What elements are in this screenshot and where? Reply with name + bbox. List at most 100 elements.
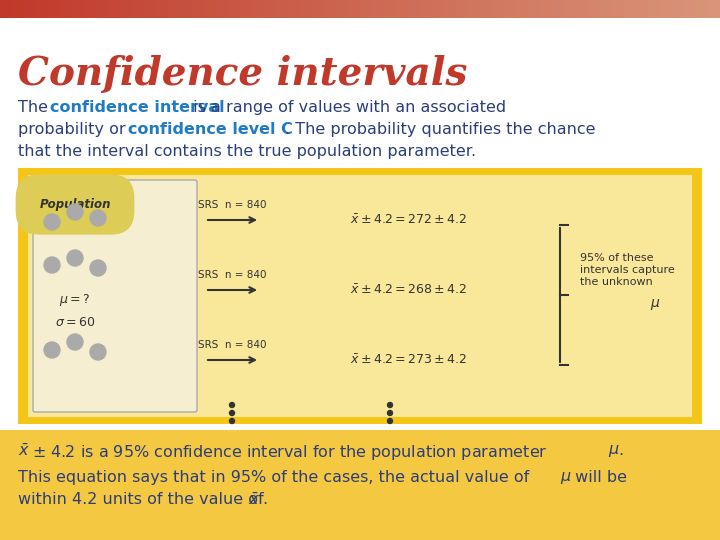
FancyBboxPatch shape (180, 0, 192, 18)
Circle shape (230, 410, 235, 415)
Text: $\mu = ?$: $\mu = ?$ (59, 292, 91, 308)
FancyBboxPatch shape (312, 0, 324, 18)
Text: This equation says that in 95% of the cases, the actual value of: This equation says that in 95% of the ca… (18, 470, 529, 485)
Circle shape (387, 402, 392, 408)
FancyBboxPatch shape (36, 0, 48, 18)
FancyBboxPatch shape (396, 0, 408, 18)
FancyBboxPatch shape (492, 0, 504, 18)
FancyBboxPatch shape (28, 175, 692, 417)
FancyBboxPatch shape (636, 0, 648, 18)
Text: $\bar{x} \pm 4.2 = 273 \pm 4.2$: $\bar{x} \pm 4.2 = 273 \pm 4.2$ (350, 353, 467, 367)
FancyBboxPatch shape (444, 0, 456, 18)
Circle shape (67, 204, 83, 220)
FancyBboxPatch shape (468, 0, 480, 18)
FancyBboxPatch shape (360, 0, 372, 18)
FancyBboxPatch shape (588, 0, 600, 18)
FancyBboxPatch shape (240, 0, 252, 18)
FancyBboxPatch shape (0, 0, 12, 18)
Text: $\sigma = 60$: $\sigma = 60$ (55, 315, 95, 328)
FancyBboxPatch shape (504, 0, 516, 18)
FancyBboxPatch shape (372, 0, 384, 18)
Text: 95% of these
intervals capture
the unknown: 95% of these intervals capture the unkno… (580, 253, 675, 287)
FancyBboxPatch shape (696, 0, 708, 18)
FancyBboxPatch shape (456, 0, 468, 18)
Circle shape (90, 344, 106, 360)
FancyBboxPatch shape (684, 0, 696, 18)
Text: $\mu$: $\mu$ (650, 298, 660, 313)
Text: that the interval contains the true population parameter.: that the interval contains the true popu… (18, 144, 476, 159)
Circle shape (230, 418, 235, 423)
FancyBboxPatch shape (276, 0, 288, 18)
FancyBboxPatch shape (192, 0, 204, 18)
FancyBboxPatch shape (216, 0, 228, 18)
Circle shape (44, 257, 60, 273)
FancyBboxPatch shape (324, 0, 336, 18)
FancyBboxPatch shape (48, 0, 60, 18)
FancyBboxPatch shape (480, 0, 492, 18)
Text: probability or: probability or (18, 122, 131, 137)
FancyBboxPatch shape (336, 0, 348, 18)
FancyBboxPatch shape (300, 0, 312, 18)
FancyBboxPatch shape (348, 0, 360, 18)
Text: SRS  n = 840: SRS n = 840 (198, 340, 266, 350)
FancyBboxPatch shape (516, 0, 528, 18)
FancyBboxPatch shape (288, 0, 300, 18)
FancyBboxPatch shape (204, 0, 216, 18)
Text: .: . (262, 492, 267, 507)
Text: $\mu$: $\mu$ (560, 470, 572, 486)
FancyBboxPatch shape (12, 0, 24, 18)
Circle shape (230, 402, 235, 408)
Text: confidence interval: confidence interval (50, 100, 225, 115)
Text: Population: Population (40, 198, 111, 211)
Text: $\bar{x} \pm 4.2 = 268 \pm 4.2$: $\bar{x} \pm 4.2 = 268 \pm 4.2$ (350, 284, 467, 297)
FancyBboxPatch shape (264, 0, 276, 18)
Text: is a range of values with an associated: is a range of values with an associated (188, 100, 506, 115)
FancyBboxPatch shape (672, 0, 684, 18)
FancyBboxPatch shape (72, 0, 84, 18)
FancyBboxPatch shape (132, 0, 144, 18)
Text: $\bar{x}$: $\bar{x}$ (18, 443, 30, 459)
FancyBboxPatch shape (33, 180, 197, 412)
FancyBboxPatch shape (60, 0, 72, 18)
Text: The: The (18, 100, 53, 115)
FancyBboxPatch shape (384, 0, 396, 18)
Text: $\pm$ 4.2 is a 95% confidence interval for the population parameter: $\pm$ 4.2 is a 95% confidence interval f… (32, 443, 548, 462)
FancyBboxPatch shape (708, 0, 720, 18)
FancyBboxPatch shape (660, 0, 672, 18)
FancyBboxPatch shape (96, 0, 108, 18)
Circle shape (387, 418, 392, 423)
Circle shape (90, 210, 106, 226)
FancyBboxPatch shape (0, 430, 720, 540)
Text: $\bar{x} \pm 4.2 = 272 \pm 4.2$: $\bar{x} \pm 4.2 = 272 \pm 4.2$ (350, 213, 467, 227)
FancyBboxPatch shape (156, 0, 168, 18)
FancyBboxPatch shape (228, 0, 240, 18)
Text: $\bar{x}$: $\bar{x}$ (248, 492, 260, 508)
FancyBboxPatch shape (120, 0, 132, 18)
Text: confidence level C: confidence level C (128, 122, 293, 137)
FancyBboxPatch shape (24, 0, 36, 18)
FancyBboxPatch shape (600, 0, 612, 18)
Text: .: . (618, 443, 623, 458)
Text: SRS  n = 840: SRS n = 840 (198, 270, 266, 280)
FancyBboxPatch shape (420, 0, 432, 18)
FancyBboxPatch shape (144, 0, 156, 18)
FancyBboxPatch shape (108, 0, 120, 18)
FancyBboxPatch shape (84, 0, 96, 18)
Text: . The probability quantifies the chance: . The probability quantifies the chance (285, 122, 595, 137)
FancyBboxPatch shape (624, 0, 636, 18)
FancyBboxPatch shape (540, 0, 552, 18)
FancyBboxPatch shape (576, 0, 588, 18)
FancyBboxPatch shape (18, 168, 702, 424)
FancyBboxPatch shape (168, 0, 180, 18)
Circle shape (67, 334, 83, 350)
Text: will be: will be (570, 470, 627, 485)
Text: within 4.2 units of the value of: within 4.2 units of the value of (18, 492, 264, 507)
FancyBboxPatch shape (432, 0, 444, 18)
Circle shape (90, 260, 106, 276)
FancyBboxPatch shape (252, 0, 264, 18)
Text: $\mu$: $\mu$ (608, 443, 620, 459)
FancyBboxPatch shape (648, 0, 660, 18)
Circle shape (387, 410, 392, 415)
FancyBboxPatch shape (564, 0, 576, 18)
FancyBboxPatch shape (528, 0, 540, 18)
